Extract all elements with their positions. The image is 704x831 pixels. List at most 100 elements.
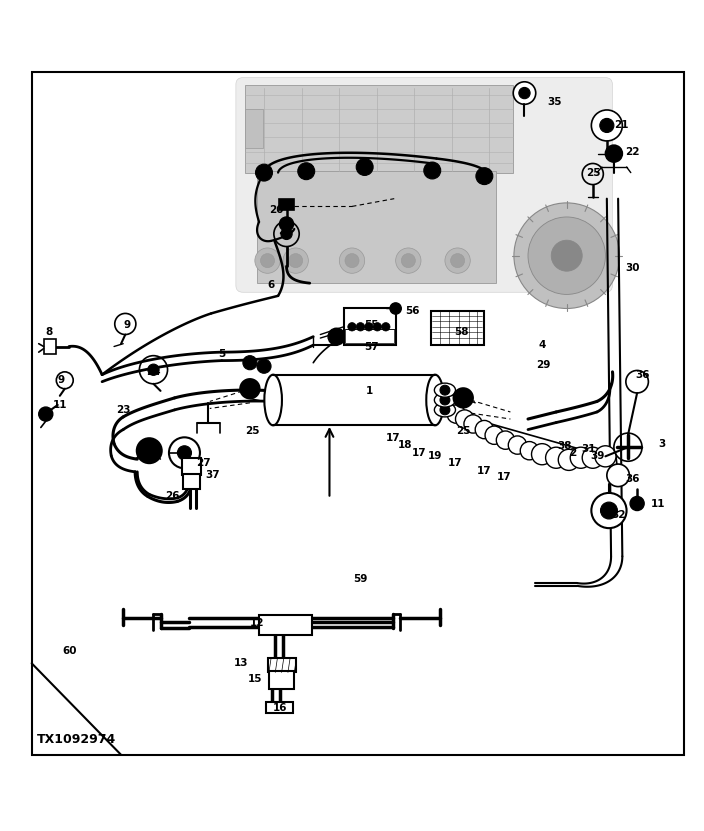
Text: 36: 36 — [625, 474, 640, 484]
Text: 15: 15 — [248, 674, 263, 684]
Circle shape — [281, 229, 292, 239]
Circle shape — [630, 496, 644, 510]
Text: 16: 16 — [273, 703, 288, 713]
Text: 2: 2 — [569, 448, 576, 458]
Circle shape — [345, 253, 359, 268]
Circle shape — [464, 415, 482, 433]
Circle shape — [356, 159, 373, 175]
Text: 1: 1 — [366, 386, 373, 396]
Circle shape — [591, 110, 622, 141]
Text: 6: 6 — [268, 280, 275, 290]
Text: 26: 26 — [165, 491, 180, 501]
Circle shape — [137, 438, 162, 464]
Circle shape — [447, 405, 465, 423]
Bar — [269, 671, 294, 689]
Text: 35: 35 — [548, 97, 562, 107]
Text: 13: 13 — [234, 658, 249, 668]
Circle shape — [520, 441, 539, 460]
Text: 17: 17 — [412, 448, 427, 458]
Bar — [279, 199, 294, 210]
Circle shape — [591, 493, 627, 529]
Text: 25: 25 — [245, 426, 260, 436]
Circle shape — [255, 248, 280, 273]
FancyBboxPatch shape — [236, 77, 612, 293]
Circle shape — [256, 165, 272, 181]
Ellipse shape — [434, 383, 455, 397]
Circle shape — [39, 407, 53, 421]
Text: 17: 17 — [477, 466, 492, 476]
Bar — [245, 109, 263, 148]
Circle shape — [455, 410, 474, 428]
Text: 57: 57 — [365, 342, 379, 352]
Circle shape — [453, 388, 473, 408]
Bar — [44, 340, 56, 353]
Bar — [431, 312, 484, 345]
Text: 3: 3 — [658, 439, 665, 449]
Circle shape — [373, 322, 382, 331]
Circle shape — [283, 248, 308, 273]
Text: 4: 4 — [539, 340, 546, 350]
Circle shape — [396, 248, 421, 273]
Text: 32: 32 — [611, 510, 626, 520]
Text: 26: 26 — [135, 450, 150, 460]
Text: 17: 17 — [496, 472, 511, 482]
Circle shape — [257, 359, 271, 373]
Circle shape — [582, 447, 603, 469]
Text: 60: 60 — [62, 647, 77, 656]
Circle shape — [476, 168, 493, 184]
Text: 27: 27 — [196, 459, 210, 469]
Bar — [245, 85, 513, 173]
Circle shape — [558, 450, 579, 470]
Circle shape — [298, 163, 315, 179]
Text: TX1092974: TX1092974 — [37, 734, 117, 746]
Circle shape — [570, 447, 591, 469]
Circle shape — [148, 364, 159, 376]
Circle shape — [546, 447, 567, 469]
Text: 11: 11 — [650, 499, 665, 509]
Text: 31: 31 — [582, 445, 596, 455]
Text: 55: 55 — [365, 321, 379, 331]
Circle shape — [382, 322, 390, 331]
Circle shape — [485, 426, 503, 445]
Circle shape — [514, 203, 620, 308]
Circle shape — [401, 253, 415, 268]
Text: 11: 11 — [53, 400, 68, 410]
Circle shape — [289, 253, 303, 268]
Bar — [182, 458, 201, 475]
Ellipse shape — [427, 375, 444, 425]
Circle shape — [328, 328, 345, 345]
Text: 9: 9 — [123, 321, 130, 331]
Text: 25: 25 — [456, 426, 471, 436]
Text: 59: 59 — [353, 574, 367, 584]
Circle shape — [365, 322, 373, 331]
Text: 36: 36 — [635, 370, 650, 380]
Bar — [266, 702, 293, 713]
Circle shape — [356, 322, 365, 331]
Circle shape — [424, 162, 441, 179]
Text: 21: 21 — [614, 120, 629, 130]
Bar — [344, 308, 396, 345]
Circle shape — [279, 217, 294, 231]
Circle shape — [532, 444, 553, 465]
Bar — [257, 170, 496, 283]
Circle shape — [440, 386, 450, 395]
Text: 22: 22 — [625, 147, 640, 157]
Circle shape — [440, 395, 450, 405]
Text: 25: 25 — [586, 168, 601, 178]
Bar — [345, 329, 394, 343]
Circle shape — [626, 371, 648, 393]
Circle shape — [445, 248, 470, 273]
Circle shape — [240, 379, 260, 399]
Circle shape — [607, 464, 629, 487]
Circle shape — [260, 253, 275, 268]
Text: 29: 29 — [536, 360, 551, 370]
Text: 25: 25 — [278, 226, 293, 236]
Bar — [183, 474, 200, 489]
Text: 38: 38 — [558, 441, 572, 451]
Text: 37: 37 — [206, 470, 220, 480]
Circle shape — [551, 240, 582, 271]
Text: 8: 8 — [46, 327, 53, 337]
Text: 24: 24 — [146, 366, 161, 376]
Circle shape — [177, 445, 191, 460]
Circle shape — [508, 436, 527, 455]
